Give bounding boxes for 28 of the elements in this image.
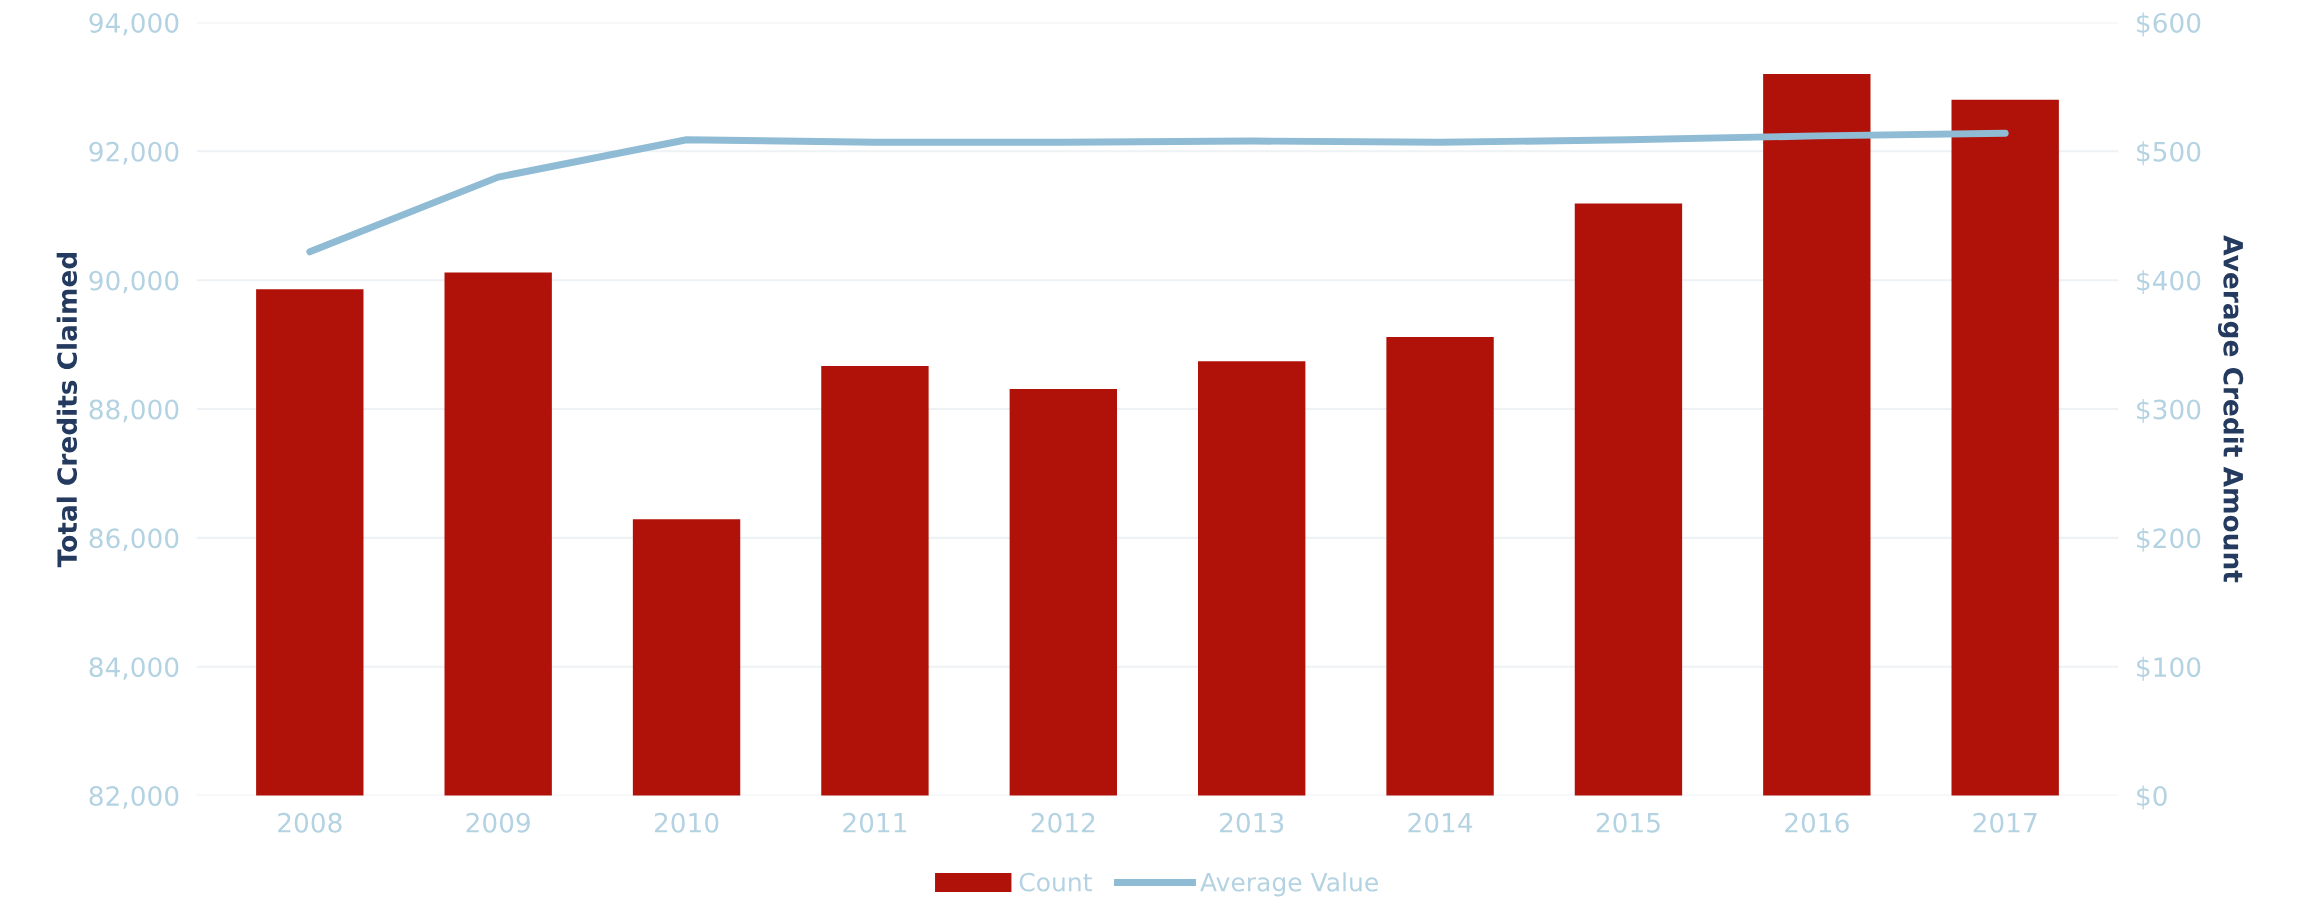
y2-tick-label: $0 (2137, 785, 2167, 810)
y2-tick-label: $500 (2137, 141, 2201, 166)
x-tick-label: 2013 (1220, 812, 1284, 833)
y2-tick-label: $200 (2137, 527, 2201, 552)
x-tick-label: 2014 (1408, 812, 1473, 833)
y2-axis-title: Average Credit Amount (2217, 235, 2244, 583)
x-tick-label: 2017 (1973, 812, 2037, 833)
y-tick-label: 86,000 (89, 528, 179, 551)
y2-tick-label: $100 (2137, 656, 2201, 681)
legend-label: Count (1019, 872, 1092, 892)
x-tick-label: 2010 (654, 812, 719, 833)
x-tick-label: 2012 (1031, 812, 1095, 833)
y-tick-label: 94,000 (89, 12, 179, 36)
y-tick-label: 90,000 (89, 270, 179, 294)
x-tick-label: 2016 (1785, 812, 1849, 833)
y-tick-label: 82,000 (89, 786, 179, 809)
x-tick-label: 2011 (843, 812, 907, 833)
x-tick-label: 2009 (466, 812, 530, 833)
y2-tick-label: $600 (2137, 12, 2201, 37)
y2-tick-label: $400 (2137, 270, 2201, 295)
x-tick-label: 2008 (278, 812, 342, 833)
legend-label: Average Value (1200, 872, 1378, 897)
y-tick-label: 88,000 (89, 399, 179, 423)
y2-tick-label: $300 (2137, 399, 2201, 423)
y-axis-title: Total Credits Claimed (56, 252, 78, 568)
x-tick-label: 2015 (1596, 812, 1660, 833)
y-tick-label: 84,000 (89, 657, 179, 680)
y-tick-label: 92,000 (89, 141, 179, 165)
